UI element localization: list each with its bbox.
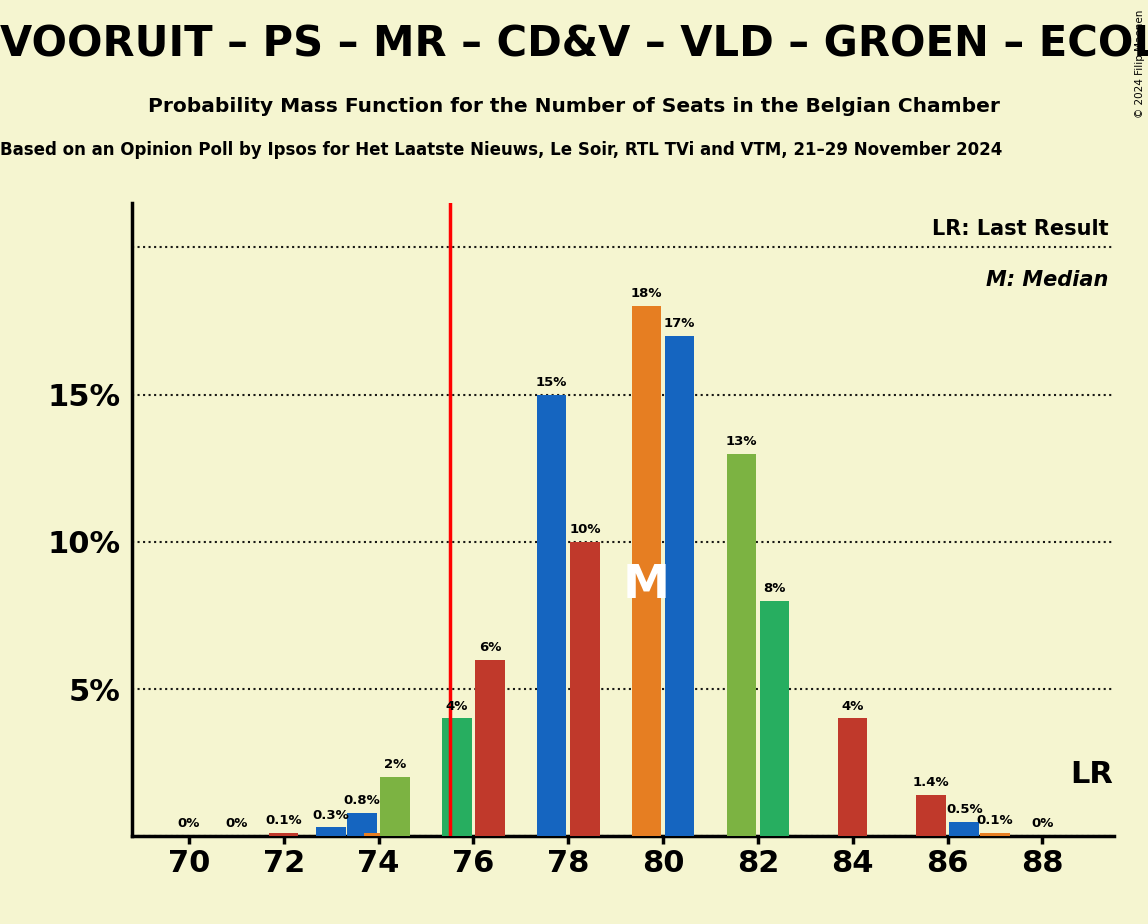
- Text: 0%: 0%: [1031, 817, 1054, 830]
- Text: 0%: 0%: [225, 817, 248, 830]
- Text: 13%: 13%: [726, 434, 757, 447]
- Bar: [631, 307, 661, 836]
- Text: M: Median: M: Median: [986, 270, 1109, 290]
- Text: 0.1%: 0.1%: [977, 814, 1014, 827]
- Bar: [348, 813, 377, 836]
- Text: 8%: 8%: [763, 582, 785, 595]
- Text: 17%: 17%: [664, 317, 696, 330]
- Bar: [760, 601, 789, 836]
- Bar: [916, 795, 946, 836]
- Bar: [727, 454, 757, 836]
- Bar: [537, 395, 566, 836]
- Bar: [380, 777, 410, 836]
- Text: LR: Last Result: LR: Last Result: [932, 219, 1109, 239]
- Text: 6%: 6%: [479, 640, 502, 653]
- Text: 1.4%: 1.4%: [913, 776, 949, 789]
- Text: Based on an Opinion Poll by Ipsos for Het Laatste Nieuws, Le Soir, RTL TVi and V: Based on an Opinion Poll by Ipsos for He…: [0, 141, 1002, 159]
- Bar: [364, 833, 394, 836]
- Text: 4%: 4%: [445, 699, 468, 712]
- Bar: [980, 833, 1010, 836]
- Bar: [571, 541, 599, 836]
- Text: 15%: 15%: [536, 376, 567, 389]
- Bar: [269, 833, 298, 836]
- Text: 0%: 0%: [178, 817, 200, 830]
- Text: 0.5%: 0.5%: [946, 803, 983, 816]
- Text: VOORUIT – PS – MR – CD&V – VLD – GROEN – ECOLO: VOORUIT – PS – MR – CD&V – VLD – GROEN –…: [0, 23, 1148, 65]
- Text: 0.3%: 0.3%: [312, 808, 349, 821]
- Text: M: M: [623, 564, 670, 609]
- Bar: [838, 719, 868, 836]
- Text: © 2024 Filip Maenen: © 2024 Filip Maenen: [1134, 9, 1145, 117]
- Text: 2%: 2%: [385, 759, 406, 772]
- Bar: [317, 827, 346, 836]
- Bar: [665, 335, 695, 836]
- Bar: [442, 719, 472, 836]
- Text: 0.8%: 0.8%: [343, 794, 380, 807]
- Text: 10%: 10%: [569, 523, 600, 536]
- Text: LR: LR: [1071, 760, 1114, 789]
- Bar: [949, 821, 979, 836]
- Text: 0.1%: 0.1%: [265, 814, 302, 827]
- Bar: [475, 660, 505, 836]
- Text: 18%: 18%: [630, 287, 662, 300]
- Text: Probability Mass Function for the Number of Seats in the Belgian Chamber: Probability Mass Function for the Number…: [148, 97, 1000, 116]
- Text: 4%: 4%: [841, 699, 864, 712]
